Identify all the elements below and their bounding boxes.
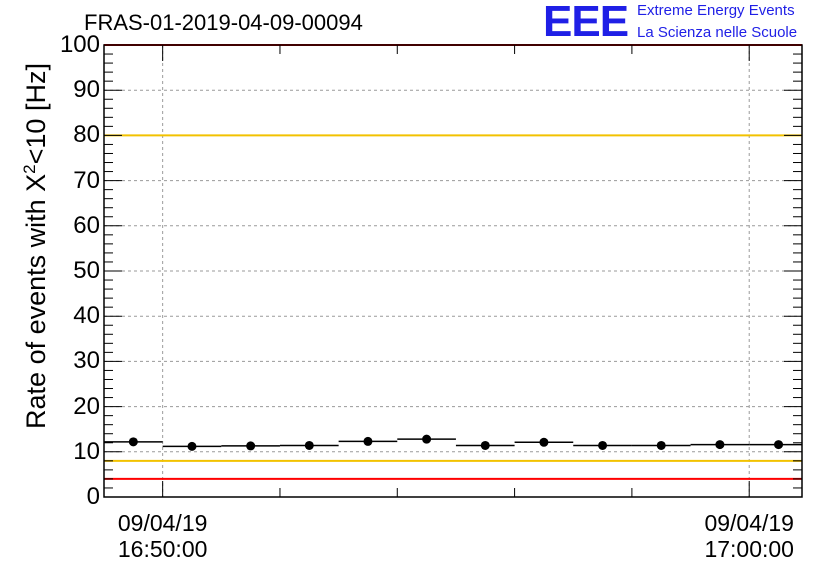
data-point (480, 440, 490, 450)
eee-logo: EEE (543, 0, 629, 46)
data-points (104, 434, 802, 451)
x-tick-date: 09/04/19 (704, 510, 794, 536)
y-tick-label: 10 (73, 437, 100, 465)
data-point (304, 440, 314, 450)
data-point (656, 440, 666, 450)
data-point (363, 436, 373, 446)
data-point (539, 437, 549, 447)
y-tick-label: 100 (59, 31, 100, 58)
x-tick-label: 09/04/19 17:00:00 (669, 510, 829, 562)
y-tick-label: 40 (73, 302, 100, 330)
y-tick-label: 0 (86, 483, 100, 510)
x-tick-time: 16:50:00 (117, 536, 208, 562)
logo-line-2: La Scienza nelle Scuole (637, 24, 798, 41)
axis-ticks (104, 44, 802, 498)
chart-title: FRAS-01-2019-04-09-00094 (84, 10, 363, 35)
data-point (187, 441, 197, 451)
data-point (246, 441, 256, 451)
grid-lines (104, 45, 802, 497)
x-tick-date: 09/04/19 (117, 510, 208, 536)
data-point (774, 440, 784, 450)
y-tick-label: 80 (73, 121, 100, 149)
y-tick-label: 20 (73, 392, 100, 420)
y-tick-label: 70 (73, 166, 100, 194)
data-point (715, 440, 725, 450)
data-point (598, 440, 608, 450)
y-axis-label-sup: 2 (20, 164, 39, 174)
logo-line-1: Extreme Energy Events (637, 2, 795, 19)
x-tick-time: 17:00:00 (704, 536, 794, 562)
y-tick-label: 50 (73, 257, 100, 284)
y-tick-label: 60 (73, 211, 100, 239)
y-tick-label: 30 (73, 347, 100, 375)
data-point (128, 437, 138, 447)
reference-lines (104, 44, 802, 480)
x-tick-label: 09/04/19 16:50:00 (83, 510, 243, 562)
data-point (422, 434, 432, 444)
y-tick-label: 90 (73, 76, 100, 104)
